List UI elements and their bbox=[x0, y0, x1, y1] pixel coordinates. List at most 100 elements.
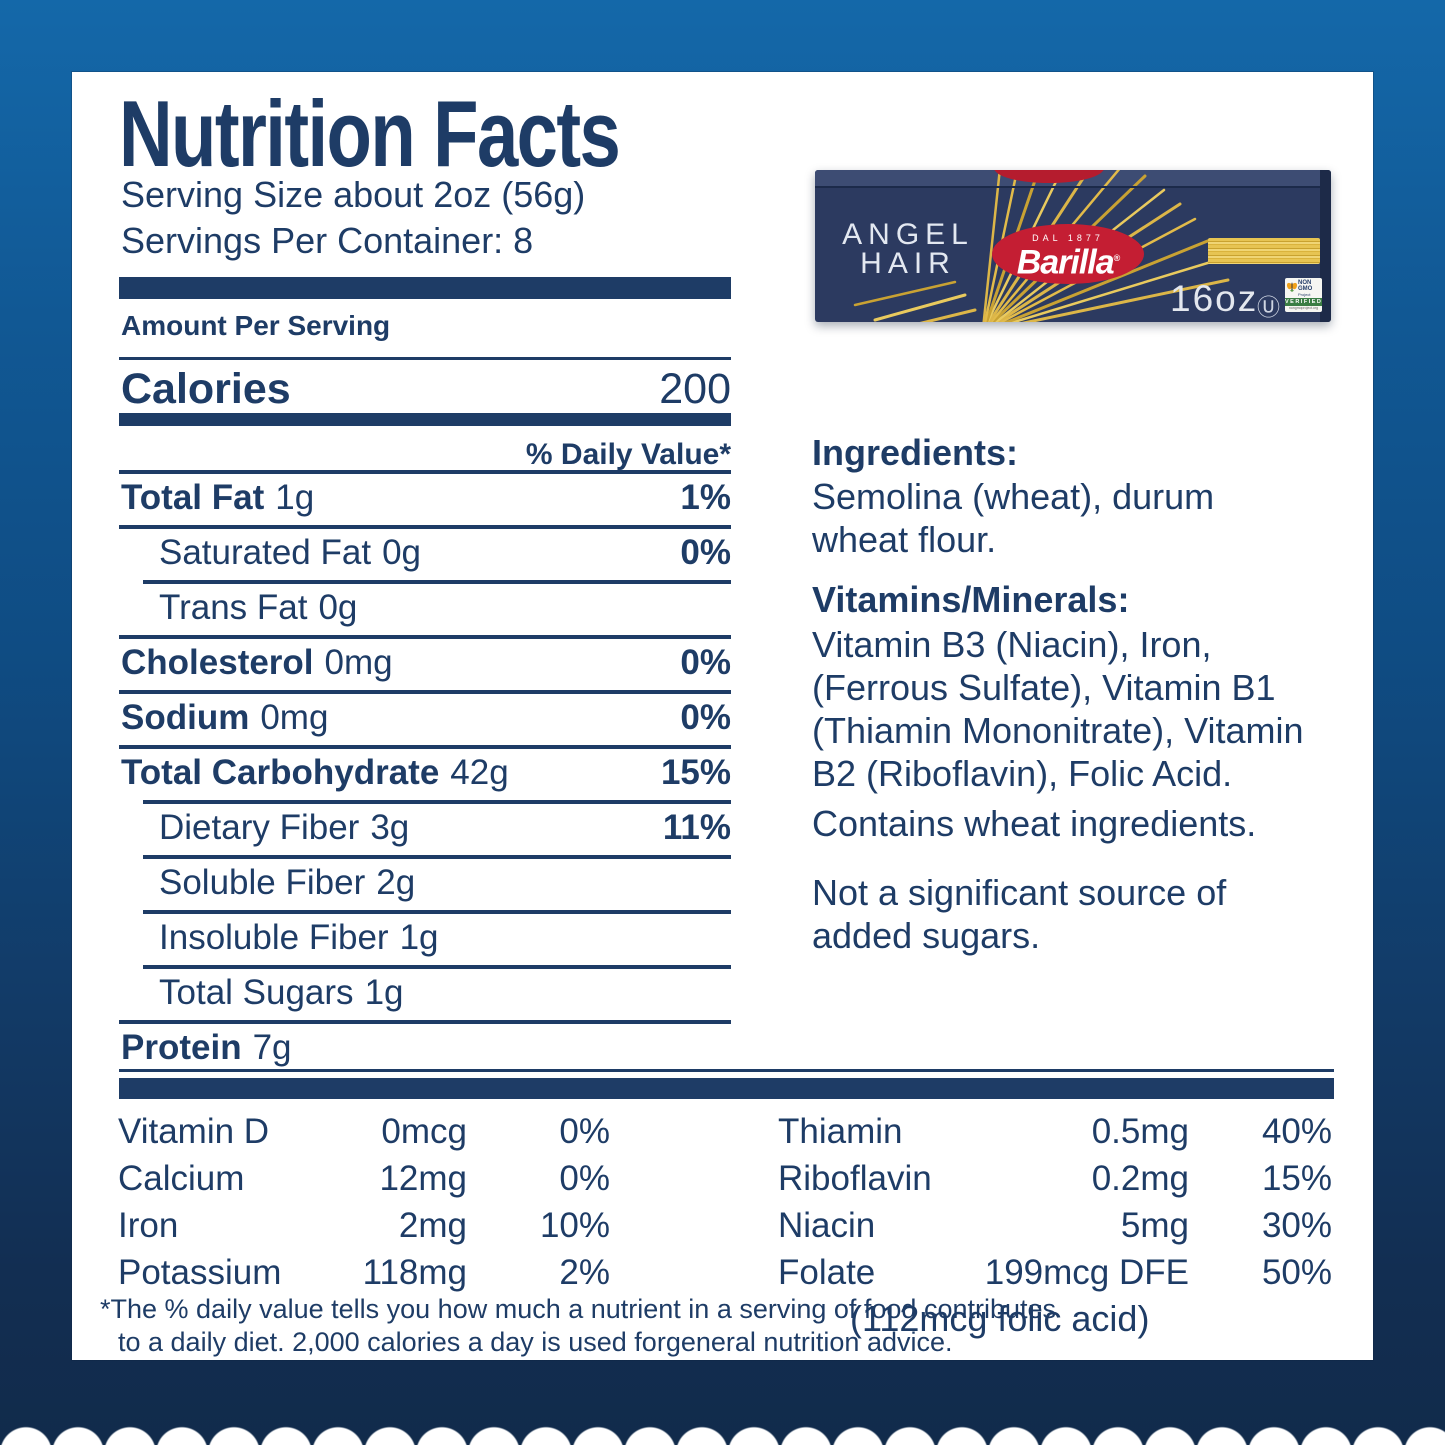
micronutrient-table-left: Vitamin D 0mcg 0% Calcium 12mg 0% Iron 2… bbox=[118, 1108, 610, 1296]
box-flap-crease bbox=[815, 186, 1331, 188]
micro-amount: 5mg bbox=[1120, 1205, 1189, 1245]
micro-name: Vitamin D bbox=[118, 1111, 270, 1151]
product-name-line1: ANGEL bbox=[842, 218, 974, 251]
micro-dv: 50% bbox=[1261, 1252, 1332, 1292]
vitamins-line: Vitamin B3 (Niacin), Iron, bbox=[812, 624, 1212, 665]
nutrient-name: Total Sugars bbox=[159, 972, 354, 1012]
nutrient-row-sodium: Sodium 0mg 0% bbox=[119, 690, 731, 745]
row-rule bbox=[143, 910, 731, 914]
nutrient-name: Saturated Fat bbox=[159, 532, 372, 572]
micro-dv: 30% bbox=[1261, 1205, 1332, 1245]
nutrient-dv: 0% bbox=[680, 642, 731, 682]
nutrient-amount: 0g bbox=[382, 532, 422, 572]
row-rule bbox=[143, 580, 731, 584]
nutrient-row-trans-fat: Trans Fat 0g bbox=[119, 580, 731, 635]
nutrient-row-total-sugars: Total Sugars 1g bbox=[119, 965, 731, 1020]
nutrient-row-total-carbohydrate: Total Carbohydrate 42g 15% bbox=[119, 745, 731, 800]
separator-rule bbox=[119, 357, 731, 360]
folate-note: (112mcg folic acid) bbox=[850, 1298, 1150, 1339]
nutrient-amount: 1g bbox=[364, 972, 404, 1012]
micro-name: Thiamin bbox=[778, 1111, 903, 1151]
ingredients-line: wheat flour. bbox=[812, 519, 997, 560]
micro-name: Folate bbox=[778, 1252, 876, 1292]
nutrient-row-dietary-fiber: Dietary Fiber 3g 11% bbox=[119, 800, 731, 855]
nutrient-name: Soluble Fiber bbox=[159, 862, 366, 902]
serving-size: Serving Size about 2oz (56g) bbox=[121, 174, 586, 215]
micro-amount: 0.5mg bbox=[1091, 1111, 1189, 1151]
pasta-window bbox=[1208, 238, 1320, 264]
brand-wordmark: Barilla® bbox=[1016, 243, 1121, 282]
footnote-line-1: *The % daily value tells you how much a … bbox=[100, 1294, 1057, 1324]
micro-dv: 40% bbox=[1261, 1111, 1332, 1151]
row-rule bbox=[119, 470, 731, 474]
nutrient-name: Sodium bbox=[121, 697, 250, 737]
nutrient-amount: 1g bbox=[275, 477, 315, 517]
ingredients-line: Semolina (wheat), durum bbox=[812, 476, 1215, 517]
nutrient-name: Total Carbohydrate bbox=[121, 752, 440, 792]
nutrient-name: Cholesterol bbox=[121, 642, 314, 682]
micro-amount: 118mg bbox=[362, 1252, 467, 1292]
row-rule bbox=[119, 745, 731, 749]
calories-value: 200 bbox=[659, 365, 731, 413]
product-box-image: ANGEL HAIR DAL 1877 Barilla® 16oz Ⓤ bbox=[815, 170, 1331, 322]
nutrition-facts-title: Nutrition Facts bbox=[119, 81, 621, 186]
micro-amount: 0.2mg bbox=[1091, 1158, 1189, 1198]
box-side-panel bbox=[1320, 170, 1331, 322]
micro-dv: 0% bbox=[559, 1158, 610, 1198]
nutrient-row-insoluble-fiber: Insoluble Fiber 1g bbox=[119, 910, 731, 965]
net-weight: 16oz bbox=[1170, 278, 1259, 319]
nutrient-dv: 0% bbox=[680, 697, 731, 737]
nutrient-amount: 42g bbox=[450, 752, 509, 792]
nutrient-amount: 2g bbox=[376, 862, 416, 902]
barilla-logo: DAL 1877 Barilla® bbox=[992, 224, 1144, 284]
nutrient-name: Total Fat bbox=[121, 477, 265, 517]
micro-name: Calcium bbox=[118, 1158, 245, 1198]
nutrient-amount: 7g bbox=[252, 1027, 292, 1067]
non-gmo-verified-badge: NON GMO Project VERIFIED nongmoproject.o… bbox=[1285, 278, 1322, 312]
separator-bar-bottom bbox=[119, 1078, 1334, 1099]
registered-mark: ® bbox=[1113, 253, 1121, 263]
nutrient-name: Protein bbox=[121, 1027, 242, 1067]
ingredients-heading: Ingredients: bbox=[812, 432, 1019, 473]
nutrient-dv: 15% bbox=[660, 752, 731, 792]
row-rule bbox=[143, 800, 731, 804]
badge-line3: Project bbox=[1298, 291, 1311, 297]
row-rule bbox=[143, 965, 731, 969]
nutrient-row-protein: Protein 7g bbox=[119, 1020, 731, 1075]
nutrient-rows: Total Fat 1g 1% Saturated Fat 0g 0% Trans … bbox=[119, 470, 731, 1075]
nutrient-row-soluble-fiber: Soluble Fiber 2g bbox=[119, 855, 731, 910]
amount-per-serving: Amount Per Serving bbox=[121, 310, 391, 341]
micro-amount: 199mcg DFE bbox=[984, 1252, 1189, 1292]
nutrient-dv: 1% bbox=[680, 477, 731, 517]
nutrient-dv: 11% bbox=[662, 807, 731, 847]
vitamins-line: (Thiamin Mononitrate), Vitamin bbox=[812, 710, 1304, 751]
servings-per-container: Servings Per Container: 8 bbox=[121, 220, 534, 261]
micro-dv: 0% bbox=[559, 1111, 610, 1151]
row-rule bbox=[119, 690, 731, 694]
scalloped-bottom-edge bbox=[0, 1411, 1445, 1445]
calories-row: Calories 200 bbox=[119, 365, 731, 414]
non-gmo-butterfly-icon bbox=[1286, 282, 1298, 292]
row-rule bbox=[143, 855, 731, 859]
separator-bar-thick bbox=[119, 277, 731, 299]
row-rule bbox=[119, 1020, 731, 1024]
not-significant-line: Not a significant source of bbox=[812, 872, 1227, 913]
micro-name: Potassium bbox=[118, 1252, 282, 1292]
kosher-u-icon: Ⓤ bbox=[1257, 294, 1280, 320]
badge-verified: VERIFIED bbox=[1285, 298, 1322, 306]
micro-name: Riboflavin bbox=[778, 1158, 932, 1198]
nutrient-amount: 0g bbox=[318, 587, 358, 627]
micro-dv: 10% bbox=[539, 1205, 610, 1245]
not-significant-line: added sugars. bbox=[812, 915, 1041, 956]
separator-bar-medium bbox=[119, 413, 731, 426]
label-card: Nutrition Facts Serving Size about 2oz (… bbox=[72, 72, 1373, 1360]
micro-name: Niacin bbox=[778, 1205, 876, 1245]
micronutrient-table-right: Thiamin 0.5mg 40% Riboflavin 0.2mg 15% N… bbox=[778, 1108, 1332, 1296]
nutrient-amount: 0mg bbox=[324, 642, 393, 682]
badge-line2: GMO bbox=[1298, 285, 1313, 292]
nutrient-name: Trans Fat bbox=[159, 587, 308, 627]
row-rule bbox=[119, 525, 731, 529]
vitamins-line: B2 (Riboflavin), Folic Acid. bbox=[812, 753, 1233, 794]
nutrient-amount: 3g bbox=[370, 807, 410, 847]
